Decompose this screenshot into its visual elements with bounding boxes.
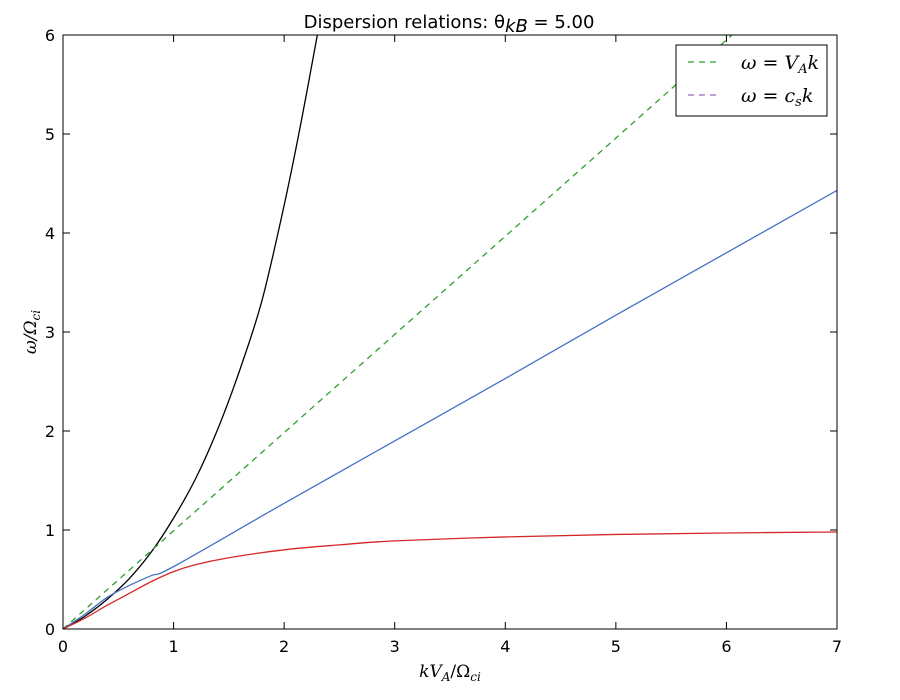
x-tick-label: 6: [721, 637, 731, 656]
x-tick-label: 2: [279, 637, 289, 656]
chart-title: Dispersion relations: θkB = 5.00: [304, 12, 595, 37]
x-tick-label: 7: [832, 637, 842, 656]
x-tick-label: 1: [168, 637, 178, 656]
plot-lines: [63, 35, 837, 629]
y-tick-label: 5: [45, 125, 55, 144]
legend-label-sound: ω = csk: [741, 85, 813, 110]
series-line-slow: [63, 531, 837, 629]
axis-ticks: 0 1 2 3 4 5 6 7 0 1 2 3 4 5 6: [45, 26, 842, 656]
x-tick-label: 0: [58, 637, 68, 656]
y-tick-label: 1: [45, 521, 55, 540]
x-tick-label: 5: [611, 637, 621, 656]
y-tick-label: 2: [45, 422, 55, 441]
y-tick-label: 4: [45, 224, 55, 243]
x-axis-label: kVA/Ωci: [419, 662, 481, 684]
y-axis-label: ω/Ωci: [21, 310, 43, 354]
y-tick-label: 0: [45, 620, 55, 639]
y-tick-label: 6: [45, 26, 55, 45]
x-tick-label: 3: [390, 637, 400, 656]
plot-frame: [62, 34, 838, 630]
legend-label-alfven: ω = VAk: [741, 52, 819, 77]
series-line-alfven: [63, 35, 733, 629]
y-tick-label: 3: [45, 323, 55, 342]
x-tick-label: 4: [500, 637, 510, 656]
series-line-fast: [63, 35, 318, 629]
legend: ω = VAk ω = csk: [675, 44, 828, 117]
series-line-intermediate: [63, 189, 837, 629]
legend-box: [675, 44, 828, 117]
